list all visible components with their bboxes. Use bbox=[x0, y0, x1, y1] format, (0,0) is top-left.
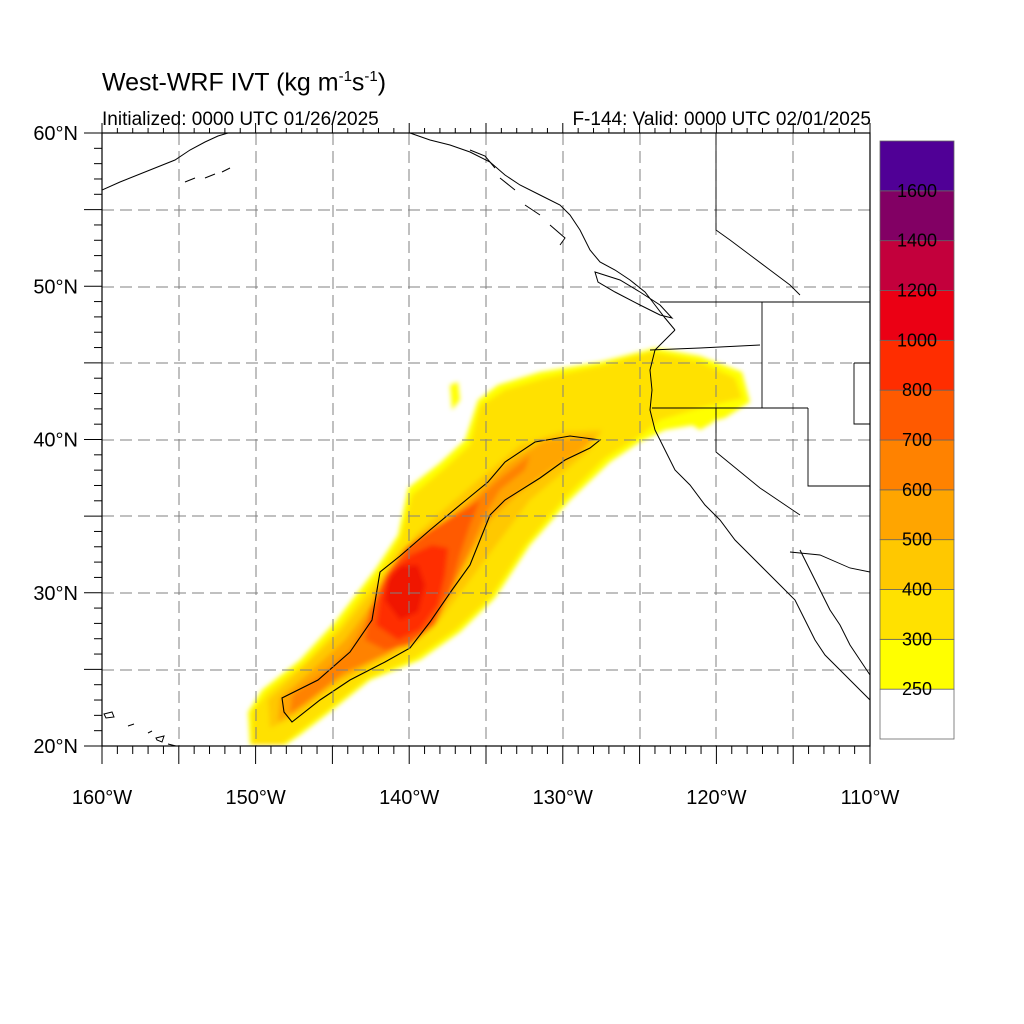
colorbar-swatch bbox=[879, 589, 955, 640]
vancouver-island bbox=[594, 271, 674, 319]
colorbar-swatch bbox=[879, 489, 955, 541]
colorbar-label: 250 bbox=[902, 679, 932, 699]
initialized-label: Initialized: 0000 UTC 01/26/2025 bbox=[102, 109, 379, 130]
coastlines bbox=[102, 133, 870, 746]
lon-label: 120°W bbox=[686, 787, 746, 809]
colorbar-label: 700 bbox=[902, 430, 932, 450]
colorbar-swatch bbox=[879, 439, 955, 491]
oregon-washington-border bbox=[649, 344, 761, 351]
bc-islands bbox=[469, 149, 566, 246]
colorbar-labels: 250 300 400 500 600 700 800 1000 1200 1400 1600 bbox=[897, 181, 937, 699]
hawaii bbox=[103, 711, 177, 746]
colorbar-label: 1000 bbox=[897, 330, 937, 350]
ivt-spot-1 bbox=[450, 382, 460, 410]
lon-labels: 160°W 150°W 140°W 130°W 120°W 110°W bbox=[72, 787, 900, 809]
colorbar-label: 800 bbox=[902, 380, 932, 400]
colorbar-label: 600 bbox=[902, 480, 932, 500]
valid-time-label: F-144: Valid: 0000 UTC 02/01/2025 bbox=[572, 109, 871, 130]
lat-label: 50°N bbox=[33, 276, 78, 298]
colorbar-swatch bbox=[879, 240, 955, 291]
ivt-core-outline bbox=[281, 435, 602, 723]
utah-border bbox=[807, 408, 870, 487]
tick-marks bbox=[84, 123, 871, 764]
colorbar-label: 1400 bbox=[897, 231, 937, 251]
ivt-1000-contour bbox=[385, 565, 425, 620]
colorbar-swatch bbox=[879, 339, 955, 391]
alaska-gulf-coast bbox=[409, 133, 676, 331]
baja-gulf-coast bbox=[799, 549, 870, 676]
lat-label: 40°N bbox=[33, 430, 78, 452]
colorbar-swatch bbox=[879, 688, 955, 740]
ivt-field bbox=[248, 348, 750, 745]
lat-labels: 60°N 50°N 40°N 30°N 20°N bbox=[33, 123, 78, 758]
lon-label: 130°W bbox=[533, 787, 593, 809]
alaska-canada-border bbox=[715, 133, 801, 296]
colorbar-label: 1200 bbox=[897, 281, 937, 301]
lon-label: 160°W bbox=[72, 787, 132, 809]
colorbar-swatch bbox=[879, 290, 955, 341]
lon-label: 110°W bbox=[841, 787, 900, 809]
aleutian-islands bbox=[184, 167, 231, 183]
colorbar-label: 500 bbox=[902, 530, 932, 550]
northwest-coast bbox=[649, 329, 870, 701]
colorbar-label: 1600 bbox=[897, 181, 937, 201]
nevada-border bbox=[715, 408, 801, 516]
wyoming-border bbox=[853, 362, 870, 425]
ivt-spot-2 bbox=[684, 414, 714, 430]
lat-label: 60°N bbox=[33, 123, 78, 145]
lon-label: 150°W bbox=[225, 787, 285, 809]
graticule bbox=[102, 133, 870, 746]
lat-label: 30°N bbox=[33, 583, 78, 605]
lat-label: 20°N bbox=[33, 736, 78, 758]
lon-label: 140°W bbox=[379, 787, 439, 809]
map-title: West-WRF IVT (kg m-1s-1) bbox=[102, 68, 387, 97]
colorbar-swatch bbox=[879, 638, 955, 690]
colorbar-swatch bbox=[879, 389, 955, 441]
us-mexico-border bbox=[789, 551, 870, 573]
colorbar-label: 400 bbox=[902, 580, 932, 600]
colorbar bbox=[879, 140, 955, 740]
alaska-coast bbox=[102, 133, 229, 191]
colorbar-swatch bbox=[879, 140, 955, 192]
political-borders bbox=[649, 133, 870, 573]
colorbar-swatch bbox=[879, 190, 955, 242]
colorbar-label: 300 bbox=[902, 629, 932, 649]
